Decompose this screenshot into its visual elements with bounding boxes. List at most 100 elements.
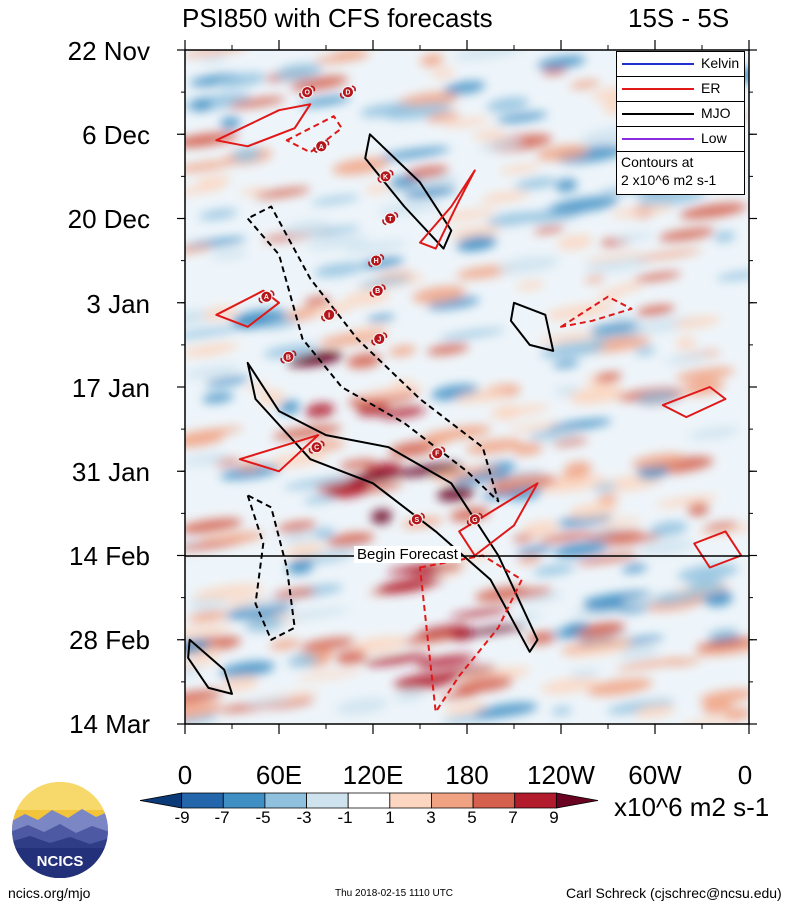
- field-cell: [364, 653, 431, 666]
- field-cell: [278, 400, 301, 415]
- field-cell: [440, 690, 479, 700]
- field-cell: [598, 534, 663, 547]
- storm-tail: [339, 92, 345, 99]
- er-contour: [215, 103, 312, 148]
- storm-marker: A: [258, 289, 275, 304]
- field-cell: [310, 195, 360, 205]
- y-tick-label: 28 Feb: [69, 625, 150, 655]
- field-cell: [232, 147, 261, 162]
- field-cell: [539, 475, 607, 493]
- storm-icon: [371, 284, 384, 297]
- field-cell: [272, 588, 317, 599]
- colorbar-label: 1: [385, 808, 395, 827]
- colorbar-units: x10^6 m2 s-1: [614, 792, 770, 822]
- field-cell: [225, 596, 269, 608]
- storm-id: F: [435, 451, 440, 458]
- storm-icon: [410, 513, 423, 526]
- field-cell: [614, 282, 644, 293]
- field-cell: [556, 234, 594, 251]
- er-contour: [285, 115, 343, 154]
- field-cell: [705, 591, 733, 607]
- field-cell: [185, 310, 204, 322]
- field-cell: [452, 472, 510, 485]
- colorbar-swatch: [222, 792, 266, 809]
- field-cell: [388, 345, 417, 357]
- mjo-contour: [364, 133, 453, 250]
- field-cell: [366, 314, 395, 323]
- field-cell: [195, 175, 232, 187]
- storm-markers: O D A K T H B A I J B C F S G: [258, 85, 483, 527]
- field-cell: [486, 97, 530, 113]
- field-cell: [318, 331, 387, 347]
- field-cell: [285, 309, 316, 321]
- field-cell: [185, 245, 213, 255]
- storm-tail: [420, 512, 425, 519]
- field-cell: [349, 636, 408, 654]
- field-cell: [443, 117, 490, 128]
- storm-id: B: [375, 288, 380, 295]
- field-cell: [478, 140, 523, 151]
- storm-id: A: [319, 144, 324, 151]
- x-tick-label: 60E: [255, 760, 303, 790]
- field-cell: [311, 546, 366, 558]
- hovmoller-plot: O D A K T H B A I J B C F S G: [177, 40, 757, 734]
- field-cell: [335, 649, 367, 665]
- field-cell: [228, 96, 286, 109]
- field-cell: [254, 187, 311, 199]
- field-cell: [185, 453, 228, 466]
- field-cell: [536, 144, 590, 161]
- field-cell: [597, 494, 618, 505]
- legend-item-mjo: MJO: [617, 102, 744, 127]
- field-cell: [438, 328, 506, 340]
- field-cell: [696, 639, 749, 656]
- legend-note: Contours at 2 x10^6 m2 s-1: [621, 153, 716, 189]
- storm-id: C: [314, 445, 319, 452]
- field-cell: [224, 603, 292, 620]
- storm-marker: A: [313, 139, 330, 154]
- field-cell: [427, 297, 480, 310]
- legend-label: MJO: [701, 105, 731, 121]
- legend-item-kelvin: Kelvin: [617, 52, 744, 77]
- field-cell: [584, 256, 652, 273]
- field-cell: [216, 72, 266, 88]
- footer-url[interactable]: ncics.org/mjo: [8, 885, 91, 901]
- field-cell: [211, 248, 248, 260]
- field-cell: [370, 509, 393, 525]
- field-cell: [358, 277, 412, 288]
- field-cell: [586, 678, 653, 696]
- field-cell: [465, 438, 522, 455]
- field-cell: [287, 352, 338, 367]
- field-cell: [634, 704, 675, 718]
- field-cell: [528, 430, 559, 440]
- field-cell: [540, 677, 599, 694]
- field-cell: [460, 624, 528, 636]
- begin-forecast-label: Begin Forecast: [354, 546, 461, 563]
- field-cell: [335, 697, 389, 715]
- y-tick-label: 17 Jan: [71, 373, 150, 403]
- field-cell: [553, 360, 580, 368]
- field-cell: [326, 481, 370, 499]
- field-cell: [185, 713, 219, 724]
- legend-label: Kelvin: [701, 55, 740, 71]
- legend-line-kelvin: [622, 63, 694, 65]
- field-cell: [513, 443, 543, 456]
- field-cell: [703, 522, 739, 531]
- field-cell: [376, 200, 443, 216]
- field-cell: [377, 579, 434, 594]
- field-cell: [564, 622, 590, 633]
- field-cell: [431, 67, 455, 79]
- storm-tail: [320, 440, 325, 447]
- colorbar-swatch: [514, 792, 557, 809]
- storm-tail: [379, 253, 385, 260]
- storm-tail: [381, 283, 386, 290]
- storm-id: A: [264, 294, 269, 301]
- mjo-contour: [509, 301, 555, 352]
- colorbar-label: -3: [296, 808, 312, 827]
- er-contour: [661, 386, 727, 419]
- field-cell: [521, 520, 559, 537]
- field-cell: [405, 165, 450, 179]
- field-cell: [633, 271, 682, 282]
- field-cell: [497, 255, 560, 274]
- storm-tail: [377, 177, 382, 184]
- storm-icon: [370, 254, 383, 267]
